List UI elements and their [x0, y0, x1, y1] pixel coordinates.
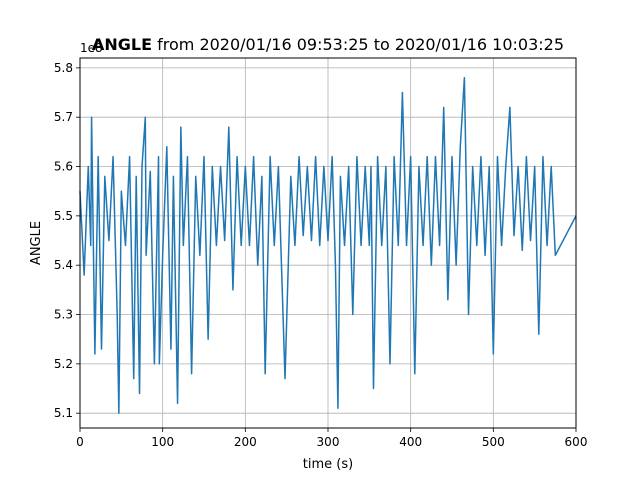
x-tick-label: 0 [76, 435, 84, 449]
y-tick-label: 5.2 [54, 357, 73, 371]
chart-title-rest: from 2020/01/16 09:53:25 to 2020/01/16 1… [152, 35, 564, 54]
y-tick-label: 5.5 [54, 209, 73, 223]
y-axis-label: ANGLE [29, 221, 44, 265]
chart-title: ANGLE from 2020/01/16 09:53:25 to 2020/0… [92, 35, 564, 54]
y-tick-label: 5.3 [54, 308, 73, 322]
x-ticks: 0 100 200 300 400 500 600 [76, 428, 587, 449]
y-tick-label: 5.6 [54, 160, 73, 174]
y-tick-label: 5.8 [54, 61, 73, 75]
x-tick-label: 500 [482, 435, 505, 449]
chart-title-bold: ANGLE [92, 35, 152, 54]
y-tick-label: 5.4 [54, 258, 73, 272]
x-axis-label: time (s) [303, 457, 353, 472]
y-tick-label: 5.7 [54, 110, 73, 124]
x-tick-label: 200 [234, 435, 257, 449]
x-tick-label: 400 [399, 435, 422, 449]
series-line [79, 76, 577, 414]
x-tick-label: 600 [565, 435, 588, 449]
y-offset-label: 1e8 [80, 41, 103, 55]
y-ticks: 5.1 5.2 5.3 5.4 5.5 5.6 5.7 5.8 [54, 61, 80, 420]
series-group [79, 76, 577, 414]
y-tick-label: 5.1 [54, 406, 73, 420]
x-tick-label: 100 [151, 435, 174, 449]
x-tick-label: 300 [317, 435, 340, 449]
